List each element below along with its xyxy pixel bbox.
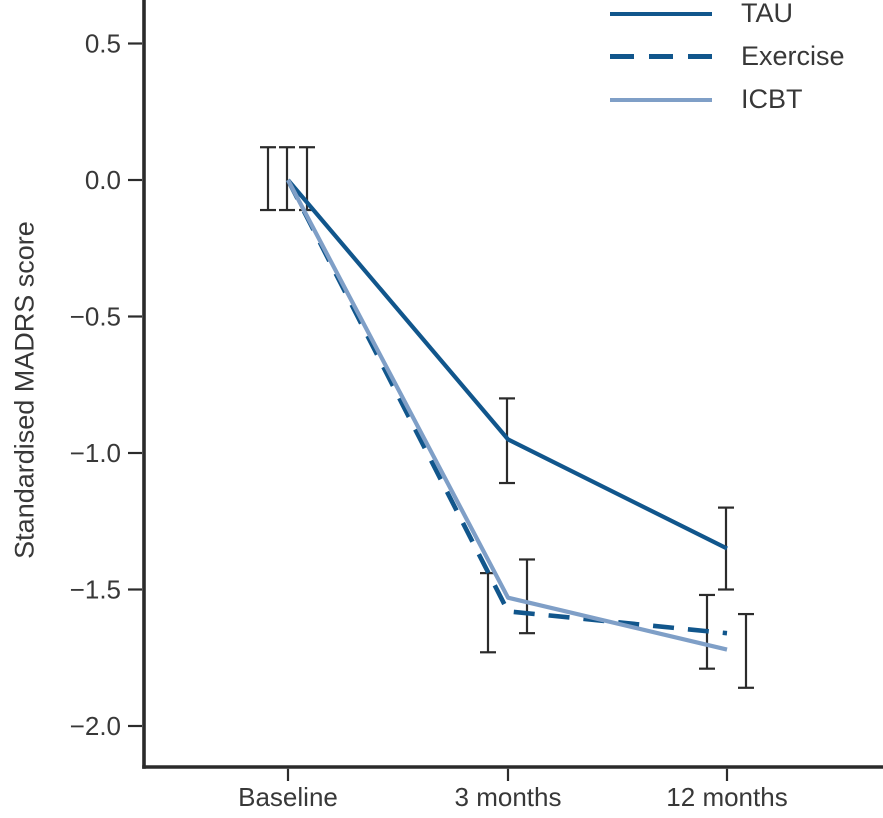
legend-item-icbt: ICBT [610,78,845,121]
legend-label-exercise: Exercise [741,41,845,71]
y-tick-label: −0.5 [70,302,121,332]
y-tick-label: 0.5 [85,29,121,59]
x-tick-label: 3 months [455,782,562,812]
legend-item-exercise: Exercise [610,35,845,78]
tau-line-swatch [610,11,712,16]
legend-label-icbt: ICBT [741,84,803,114]
icbt-line-swatch [610,97,712,102]
y-tick-label: −1.0 [70,438,121,468]
y-tick-label: −2.0 [70,711,121,741]
x-tick-label: 12 months [666,782,787,812]
y-axis-title: Standardised MADRS score [9,221,40,559]
y-tick-label: 0.0 [85,165,121,195]
legend-item-tau: TAU [610,0,845,35]
x-tick-label: Baseline [238,782,338,812]
exercise-line-swatch [610,54,712,59]
tau-line [286,178,728,551]
icbt-line [286,179,728,652]
y-tick-label: −1.5 [70,575,121,605]
exercise-line [285,178,728,636]
legend-label-tau: TAU [741,0,793,28]
legend: TAU Exercise ICBT [610,0,845,121]
